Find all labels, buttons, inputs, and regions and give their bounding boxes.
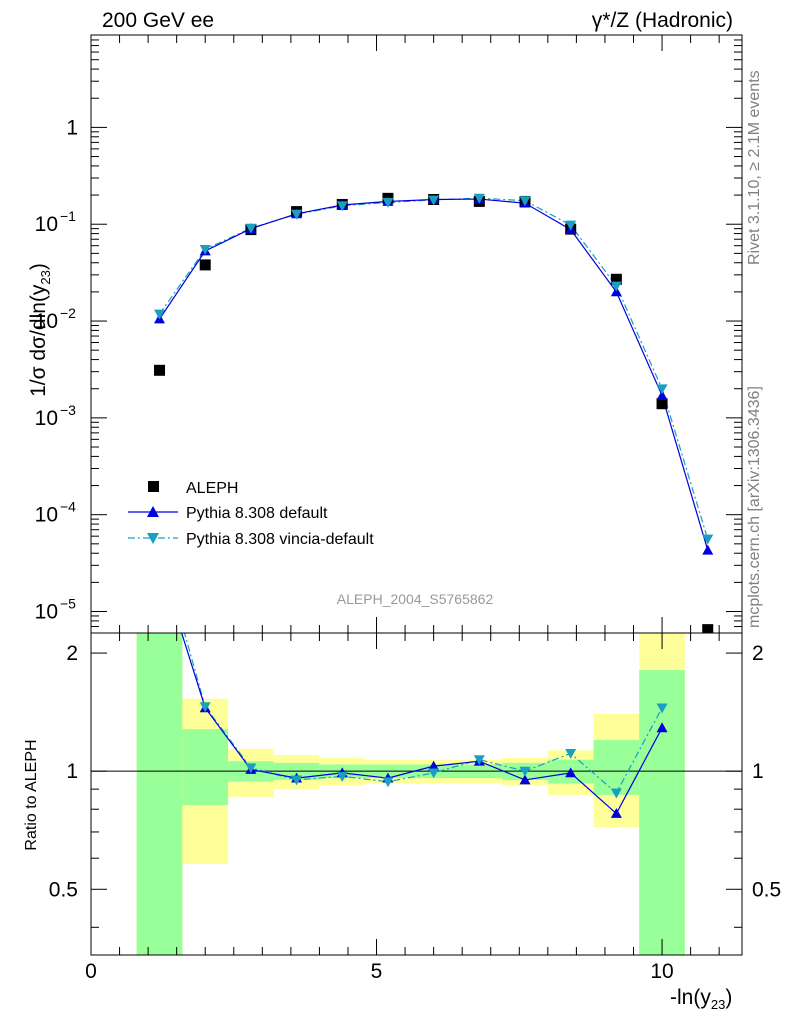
vincia-ratio-point [199, 702, 211, 713]
default-ratio-line [181, 633, 663, 815]
analysis-watermark: ALEPH_2004_S5765862 [337, 591, 494, 607]
vincia-point [336, 201, 348, 212]
y-tick-label-ratio-right: 1 [752, 760, 764, 783]
legend-aleph-label: ALEPH [186, 480, 238, 497]
x-tick-label: 5 [371, 960, 383, 983]
ratio-series-clipped [154, 539, 668, 818]
y-tick-label-main-exponent: −5 [60, 596, 76, 612]
legend-default-label: Pythia 8.308 default [186, 505, 328, 522]
default-main-line [159, 198, 709, 551]
aleph-point [656, 398, 668, 410]
main-series-layer [154, 192, 714, 633]
y-tick-label-main-exponent: −4 [60, 499, 76, 515]
x-axis-label: -ln(y23) [670, 986, 733, 1013]
legend: ALEPH Pythia 8.308 default Pythia 8.308 … [128, 480, 374, 548]
vincia-ratio-point [382, 777, 394, 788]
y-tick-label-main: 10 [35, 407, 58, 430]
vincia-ratio-point [154, 539, 165, 549]
ratio-band-green [136, 633, 183, 955]
main-y-axis-label: 1/σ dσ/dln(y23) [26, 263, 54, 397]
vincia-point [565, 220, 577, 231]
default-ratio-point [428, 760, 440, 771]
rivet-info: Rivet 3.1.10, ≥ 2.1M events [746, 70, 763, 265]
y-tick-label-main: 10 [35, 504, 58, 527]
default-ratio-point [656, 722, 668, 733]
main-axis-ticks: 10 −510 −410 −310 −210 −11 [35, 34, 742, 634]
y-tick-label-ratio-right: 2 [752, 642, 764, 665]
vincia-point [519, 196, 531, 207]
vincia-point [473, 193, 485, 204]
aleph-point [199, 259, 211, 271]
y-tick-label-ratio-left: 2 [66, 642, 78, 665]
x-tick-label: 10 [650, 960, 673, 983]
vincia-ratio-point [428, 768, 440, 779]
vincia-ratio-line [183, 633, 663, 794]
vincia-ratio-point [610, 788, 622, 799]
vincia-ratio-point [336, 771, 348, 782]
mcplots-info: mcplots.cern.ch [arXiv:1306.3436] [746, 386, 763, 628]
vincia-ratio-point [565, 748, 577, 759]
ratio-frame [90, 632, 743, 956]
y-tick-label-main: 10 [35, 310, 58, 333]
ratio-axis-ticks: 0.5 0.5 1 1 2 2 [49, 633, 781, 955]
y-tick-label-main: 1 [66, 116, 78, 139]
default-ratio-point [565, 767, 577, 778]
header-right-label: γ*/Z (Hadronic) [592, 9, 733, 32]
y-tick-label-main: 10 [35, 601, 58, 624]
vincia-point [291, 209, 303, 220]
x-tick-label: 0 [85, 960, 97, 983]
header-left-label: 200 GeV ee [102, 9, 214, 32]
vincia-ratio-point [519, 766, 531, 777]
aleph-point [610, 273, 622, 285]
y-tick-label-main-exponent: −3 [60, 402, 76, 418]
default-ratio-point [519, 774, 531, 785]
vincia-point [382, 198, 394, 208]
ratio-band-green [639, 670, 685, 955]
vincia-point [656, 384, 668, 395]
aleph-point [154, 364, 166, 376]
y-tick-label-ratio-right: 0.5 [752, 878, 781, 901]
default-ratio-point [154, 557, 165, 567]
legend-default-marker [147, 506, 159, 517]
vincia-point [610, 281, 622, 292]
vincia-ratio-point [656, 703, 668, 714]
y-tick-label-main-exponent: −2 [60, 305, 76, 321]
vincia-point [154, 309, 166, 320]
legend-vincia-label: Pythia 8.308 vincia-default [186, 531, 374, 548]
vincia-point [702, 534, 714, 545]
ratio-bands [136, 633, 685, 955]
y-tick-label-main: 10 [35, 213, 58, 236]
ratio-band-green [182, 729, 229, 805]
y-tick-label-ratio-left: 0.5 [49, 878, 78, 901]
vincia-ratio-point [473, 755, 485, 766]
y-tick-label-main-exponent: −1 [60, 208, 76, 224]
ratio-series-layer [154, 539, 668, 818]
ratio-band-green [593, 740, 640, 795]
default-point [702, 544, 714, 555]
legend-vincia-marker [147, 533, 159, 544]
default-point [656, 390, 668, 400]
aleph-point [702, 624, 714, 633]
ratio-y-axis-label: Ratio to ALEPH [23, 739, 40, 851]
vincia-ratio-point [245, 763, 257, 774]
vincia-point [245, 223, 257, 234]
legend-aleph-marker [148, 481, 159, 492]
vincia-point [199, 244, 211, 255]
y-tick-label-ratio-left: 1 [66, 760, 78, 783]
vincia-main-line [159, 197, 709, 540]
vincia-ratio-point [291, 775, 303, 786]
x-tick-labels: 0 5 10 [85, 960, 674, 983]
vincia-point [428, 195, 440, 206]
default-ratio-point [610, 808, 622, 818]
